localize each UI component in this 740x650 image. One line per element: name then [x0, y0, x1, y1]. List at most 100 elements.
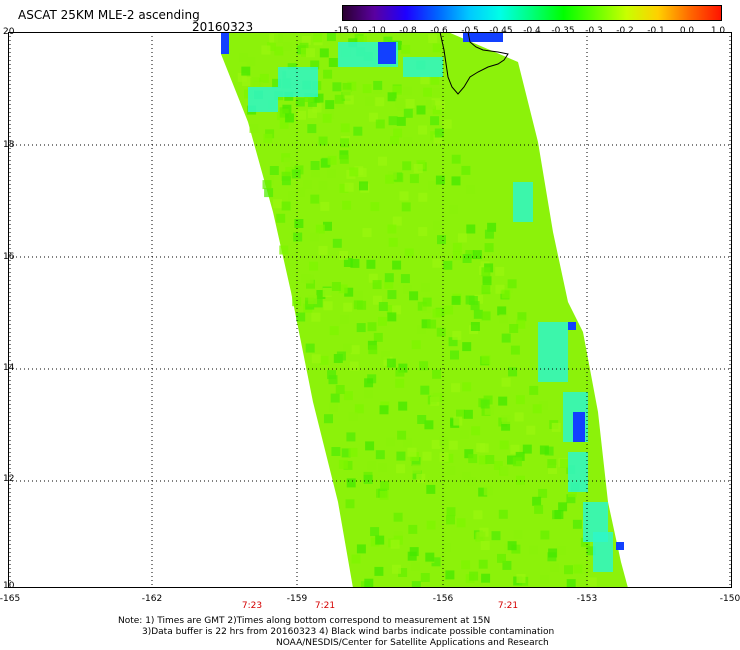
- swath-cell: [370, 202, 380, 212]
- swath-cell: [587, 577, 597, 587]
- swath-cell: [400, 274, 410, 284]
- swath-cell: [515, 451, 525, 461]
- swath-cell: [463, 409, 473, 419]
- swath-cell: [428, 34, 438, 44]
- color-scale-tick: -0.5: [461, 26, 479, 36]
- swath-cell: [354, 404, 364, 414]
- swath-cell: [393, 512, 403, 522]
- swath-cell: [349, 361, 359, 371]
- map-frame: [8, 32, 732, 588]
- swath-cell: [421, 319, 431, 329]
- swath-cell: [320, 201, 330, 211]
- swath-cell: [466, 477, 476, 487]
- color-scale-tick: 0.0: [679, 26, 695, 36]
- swath-cell: [339, 154, 349, 164]
- swath-cell: [373, 80, 383, 90]
- swath-cell: [451, 295, 461, 305]
- swath-cell: [474, 294, 484, 304]
- swath-cell: [481, 355, 491, 365]
- swath-cell: [318, 136, 328, 146]
- color-scale-tick: -0.8: [399, 26, 417, 36]
- swath-cell: [322, 288, 332, 297]
- swath-cell: [416, 324, 426, 334]
- swath-cell: [482, 276, 492, 286]
- swath-cell: [332, 82, 342, 92]
- swath-cell: [491, 531, 501, 541]
- swath-cell: [507, 279, 517, 289]
- lon-label-159: -159: [286, 594, 308, 604]
- color-scale-tick: -0.1: [647, 26, 665, 36]
- swath-cell: [573, 412, 585, 442]
- swath-cell: [567, 488, 577, 498]
- swath-cell: [302, 180, 312, 190]
- swath-cell: [309, 261, 319, 271]
- swath-cell: [421, 282, 431, 292]
- swath-cell: [301, 274, 311, 284]
- swath-cell: [357, 300, 367, 310]
- swath-cell: [445, 570, 455, 580]
- color-scale-tick: -0.45: [489, 26, 513, 36]
- swath-cell: [529, 545, 539, 555]
- swath-cell: [373, 332, 383, 342]
- color-scale-tick: -0.6: [430, 26, 448, 36]
- swath-cell: [342, 82, 352, 92]
- swath-cell: [432, 369, 442, 379]
- swath-cell: [517, 312, 527, 322]
- swath-cell: [431, 439, 441, 449]
- swath-cell: [559, 458, 569, 468]
- swath-cell: [397, 430, 407, 440]
- swath-cell: [328, 375, 338, 385]
- swath-cell: [452, 242, 462, 252]
- swath-cell: [370, 527, 380, 537]
- swath-cell: [310, 60, 320, 70]
- swath-cell: [449, 205, 459, 215]
- swath-cell: [462, 382, 472, 392]
- swath-cell: [544, 446, 554, 456]
- swath-cell: [331, 282, 341, 291]
- swath-cell: [335, 385, 345, 394]
- swath-cell: [392, 564, 401, 574]
- swath-cell: [498, 396, 508, 406]
- swath-cell: [495, 284, 505, 294]
- swath-cell: [329, 326, 339, 336]
- swath-cell: [529, 385, 539, 395]
- swath-cell: [237, 72, 247, 82]
- swath-cell: [500, 465, 510, 475]
- swath-cell: [495, 266, 505, 276]
- swath-cell: [304, 93, 314, 102]
- swath-cell: [379, 490, 389, 500]
- swath-cell: [394, 173, 404, 183]
- swath-cell: [418, 227, 428, 237]
- swath-cell: [312, 103, 322, 113]
- swath-cell: [502, 560, 512, 570]
- swath-cell: [532, 404, 542, 414]
- swath-cell: [568, 322, 576, 330]
- swath-cell: [306, 48, 315, 58]
- swath-cell: [401, 44, 411, 54]
- swath-cell: [548, 548, 558, 558]
- swath-cell: [323, 221, 332, 231]
- swath-cell: [501, 377, 511, 387]
- swath-cell: [347, 81, 357, 91]
- swath-map: [8, 32, 732, 588]
- swath-cell: [443, 260, 453, 270]
- note-line-3: NOAA/NESDIS/Center for Satellite Applica…: [276, 638, 549, 648]
- swath-cell: [462, 254, 472, 263]
- swath-cell: [444, 305, 454, 315]
- swath-cell: [330, 393, 340, 403]
- swath-cell: [419, 361, 429, 371]
- swath-cell: [332, 238, 342, 248]
- swath-cell: [446, 466, 456, 476]
- image-title: ASCAT 25KM MLE-2 ascending: [18, 8, 200, 22]
- swath-cell: [451, 383, 461, 393]
- swath-cell: [462, 342, 472, 352]
- swath-cell: [432, 105, 442, 115]
- swath-cell: [322, 113, 332, 123]
- swath-cell: [308, 295, 318, 305]
- swath-cell: [484, 229, 494, 239]
- swath-cell: [403, 108, 413, 118]
- swath-cell: [501, 415, 511, 424]
- swath-cell: [538, 488, 548, 498]
- swath-cell: [359, 181, 368, 191]
- swath-cell: [310, 194, 320, 204]
